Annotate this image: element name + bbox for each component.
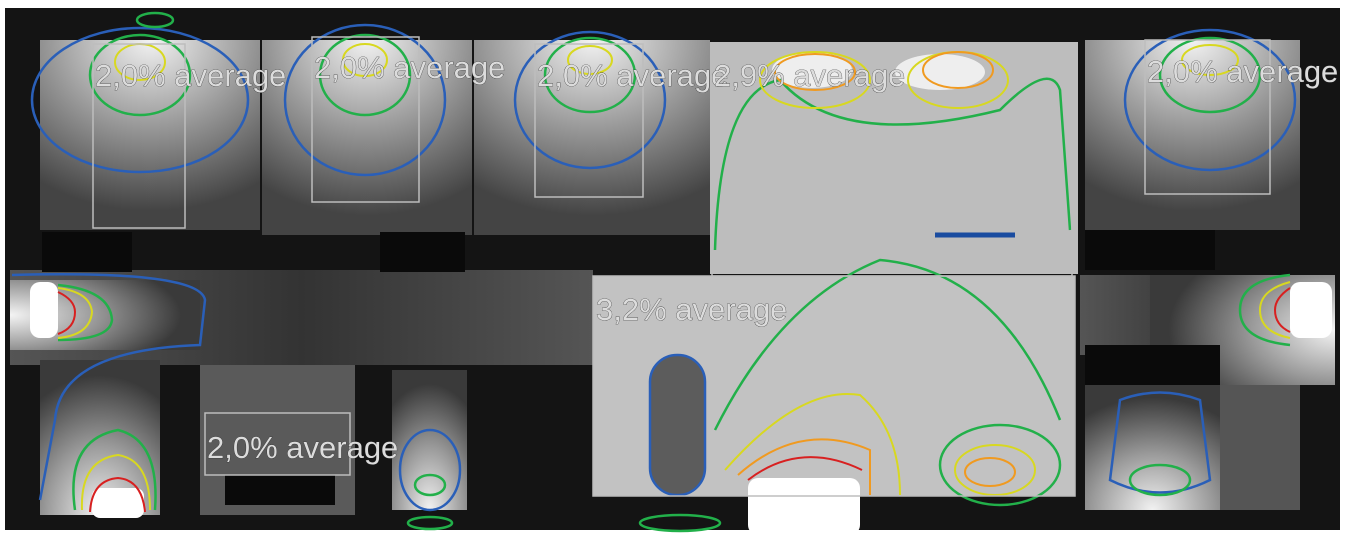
zone-label: 2,0% average: [1147, 54, 1338, 89]
zone-box: [204, 412, 351, 476]
zone-label: 2,9% average: [714, 58, 905, 93]
zone-box: [1144, 39, 1271, 195]
zones: 2,0% average 2,0% average 2,0% average2,9%…: [92, 36, 1339, 497]
zone-label: 2,0% average: [537, 58, 728, 93]
zone-label: 2,0% average: [207, 430, 398, 465]
zone-box: [311, 36, 420, 203]
zone-label: 2,0% average: [95, 58, 286, 93]
zone-box: [92, 43, 186, 229]
zone-label: 2,0% average: [314, 50, 505, 85]
zone-box: [592, 275, 1076, 497]
zone-label: 3,2% average: [596, 292, 787, 327]
zone-box: [534, 43, 644, 198]
